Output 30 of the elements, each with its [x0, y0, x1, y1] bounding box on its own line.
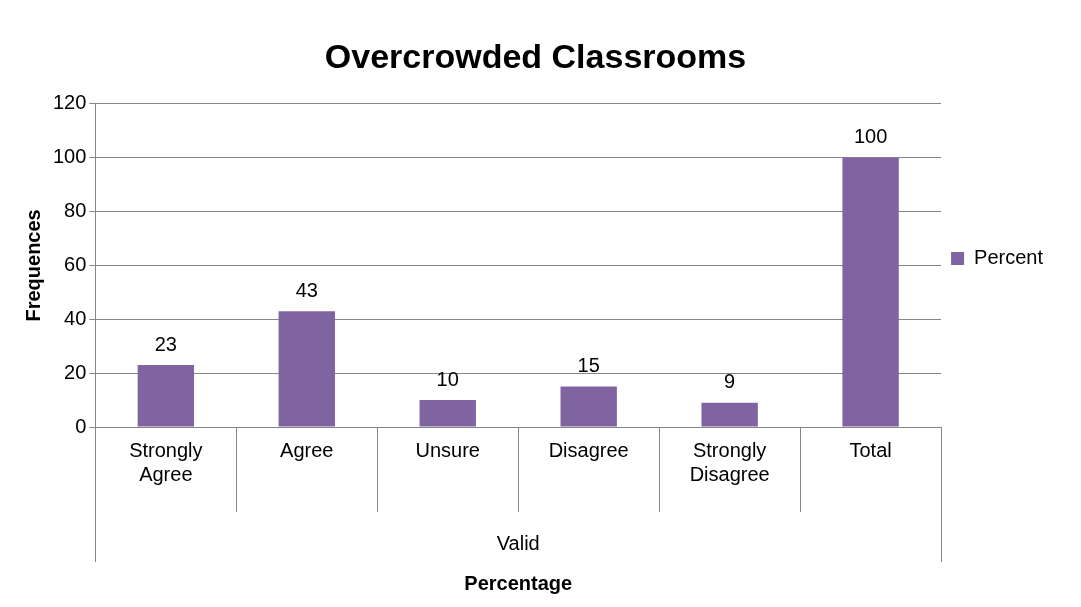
y-tick-label: 100	[52, 145, 87, 168]
data-label: 100	[853, 125, 888, 148]
bar	[560, 386, 617, 427]
y-tick-label: 40	[64, 306, 87, 329]
data-label: 9	[724, 370, 736, 393]
bar	[701, 402, 758, 427]
legend-label: Percent	[974, 246, 1044, 269]
x-tick-label: Disagree	[548, 438, 629, 461]
text: Valid	[496, 531, 540, 554]
bar	[419, 400, 476, 427]
x-axis-title: Percentage	[464, 571, 573, 594]
chart-title: Overcrowded Classrooms	[324, 36, 747, 75]
data-label: 23	[154, 332, 177, 355]
data-label: 15	[577, 354, 600, 377]
x-tick-label: Strongly Disagree	[689, 438, 770, 485]
bar	[278, 311, 335, 427]
x-tick-label: Strongly Agree	[129, 438, 203, 485]
y-tick-label: 20	[64, 360, 87, 383]
x-tick-label: Unsure	[415, 438, 480, 461]
y-tick-label: 80	[64, 199, 87, 222]
data-label: 43	[295, 278, 318, 301]
bar	[137, 365, 195, 427]
data-label: 10	[436, 367, 459, 390]
x-tick-label: Agree	[280, 438, 334, 461]
bar	[842, 157, 899, 427]
y-axis-title: Frequences	[21, 209, 44, 322]
x-tick-label: Total	[849, 438, 892, 461]
y-tick-label: 60	[64, 252, 87, 275]
y-tick-label: 0	[75, 414, 87, 437]
y-tick-label: 120	[52, 91, 87, 114]
